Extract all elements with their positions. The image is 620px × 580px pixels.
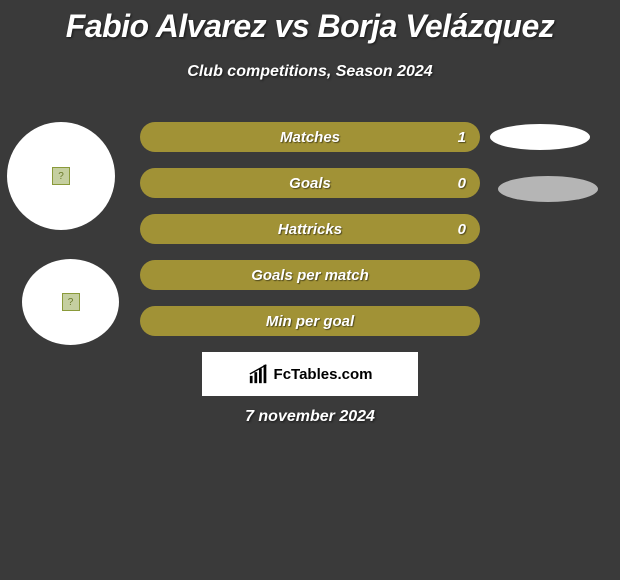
stat-row-goals: Goals 0 — [140, 168, 480, 198]
stat-row-matches: Matches 1 — [140, 122, 480, 152]
stat-value: 0 — [458, 221, 466, 238]
stat-label: Matches — [280, 129, 340, 146]
badge-right-2 — [498, 176, 598, 202]
footer-brand-text: FcTables.com — [274, 366, 373, 383]
page-title: Fabio Alvarez vs Borja Velázquez — [0, 0, 620, 45]
date-text: 7 november 2024 — [0, 408, 620, 426]
image-placeholder-icon: ? — [62, 293, 80, 311]
stats-list: Matches 1 Goals 0 Hattricks 0 Goals per … — [140, 122, 480, 352]
chart-icon — [248, 363, 270, 385]
stat-row-min-per-goal: Min per goal — [140, 306, 480, 336]
stat-label: Hattricks — [278, 221, 342, 238]
stat-value: 1 — [458, 129, 466, 146]
stat-row-goals-per-match: Goals per match — [140, 260, 480, 290]
player-a-avatar: ? — [7, 122, 115, 230]
stat-label: Min per goal — [266, 313, 354, 330]
player-b-avatar: ? — [22, 259, 119, 345]
footer-logo: FcTables.com — [248, 363, 373, 385]
stat-value: 0 — [458, 175, 466, 192]
stat-label: Goals per match — [251, 267, 369, 284]
image-placeholder-icon: ? — [52, 167, 70, 185]
badge-right-1 — [490, 124, 590, 150]
footer-brand-box: FcTables.com — [202, 352, 418, 396]
stat-label: Goals — [289, 175, 331, 192]
page-subtitle: Club competitions, Season 2024 — [0, 63, 620, 81]
stat-row-hattricks: Hattricks 0 — [140, 214, 480, 244]
